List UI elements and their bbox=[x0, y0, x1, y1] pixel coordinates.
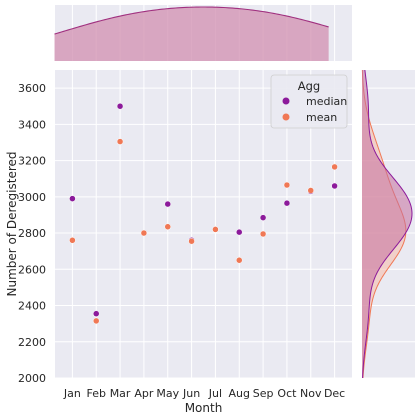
legend: Agg median mean bbox=[270, 74, 348, 129]
x-tick-label: Jun bbox=[182, 387, 200, 400]
point-mean bbox=[307, 187, 315, 194]
legend-label-median: median bbox=[306, 95, 347, 108]
y-tick-label: 2200 bbox=[18, 336, 46, 349]
legend-label-mean: mean bbox=[306, 111, 337, 124]
y-tick-labels: 2000 2200 2400 2600 2800 3000 3200 3400 3600 bbox=[18, 82, 46, 385]
point-mean bbox=[188, 237, 195, 245]
x-tick-label: Feb bbox=[86, 387, 105, 400]
y-tick-label: 2800 bbox=[18, 227, 46, 240]
scatter-points bbox=[69, 102, 338, 325]
x-tick-label: Apr bbox=[134, 387, 154, 400]
x-tick-label: Jan bbox=[63, 387, 81, 400]
y-kde-line-median bbox=[362, 69, 413, 379]
y-tick-label: 3600 bbox=[18, 82, 46, 95]
y-tick-label: 3200 bbox=[18, 155, 46, 168]
x-tick-label: Aug bbox=[229, 387, 250, 400]
point-mean bbox=[116, 138, 124, 145]
x-tick-label: Nov bbox=[300, 387, 322, 400]
x-tick-labels: Jan Feb Mar Apr May Jun Jul Aug Sep Oct Nov Dec bbox=[63, 387, 345, 400]
y-tick-label: 2600 bbox=[18, 263, 46, 276]
x-tick-label: Jul bbox=[208, 387, 222, 400]
point-mean bbox=[212, 226, 219, 233]
point-median bbox=[92, 310, 100, 317]
x-tick-label: Mar bbox=[110, 387, 131, 400]
point-mean bbox=[259, 230, 267, 238]
point-mean bbox=[140, 229, 148, 237]
y-axis-label: Number of Deregistered bbox=[5, 151, 19, 296]
point-mean bbox=[236, 256, 243, 264]
y-tick-label: 2000 bbox=[18, 372, 46, 385]
legend-title: Agg bbox=[298, 79, 320, 93]
point-mean bbox=[92, 317, 100, 325]
x-kde-area bbox=[54, 7, 329, 61]
point-median bbox=[331, 182, 338, 190]
point-mean bbox=[69, 237, 76, 244]
y-marginal-kde bbox=[361, 69, 413, 379]
legend-marker-median bbox=[282, 97, 290, 105]
point-median bbox=[283, 199, 291, 207]
point-mean bbox=[331, 163, 338, 171]
point-median bbox=[116, 102, 124, 110]
y-tick-label: 3400 bbox=[18, 118, 46, 131]
legend-marker-mean bbox=[282, 113, 290, 121]
x-tick-label: Sep bbox=[253, 387, 274, 400]
point-mean bbox=[164, 223, 171, 230]
x-axis-label: Month bbox=[185, 401, 223, 415]
x-tick-label: Oct bbox=[277, 387, 297, 400]
x-tick-label: May bbox=[156, 387, 179, 400]
point-median bbox=[69, 195, 76, 202]
point-median bbox=[164, 200, 171, 208]
x-marginal-kde bbox=[54, 6, 329, 61]
point-mean bbox=[283, 181, 291, 189]
x-tick-label: Dec bbox=[324, 387, 345, 400]
y-tick-label: 3000 bbox=[18, 191, 46, 204]
y-tick-label: 2400 bbox=[18, 300, 46, 313]
point-median bbox=[259, 214, 267, 221]
point-median bbox=[236, 228, 243, 236]
y-kde-area-median bbox=[362, 70, 412, 378]
legend-box bbox=[270, 74, 348, 129]
x-kde-line bbox=[54, 6, 329, 35]
